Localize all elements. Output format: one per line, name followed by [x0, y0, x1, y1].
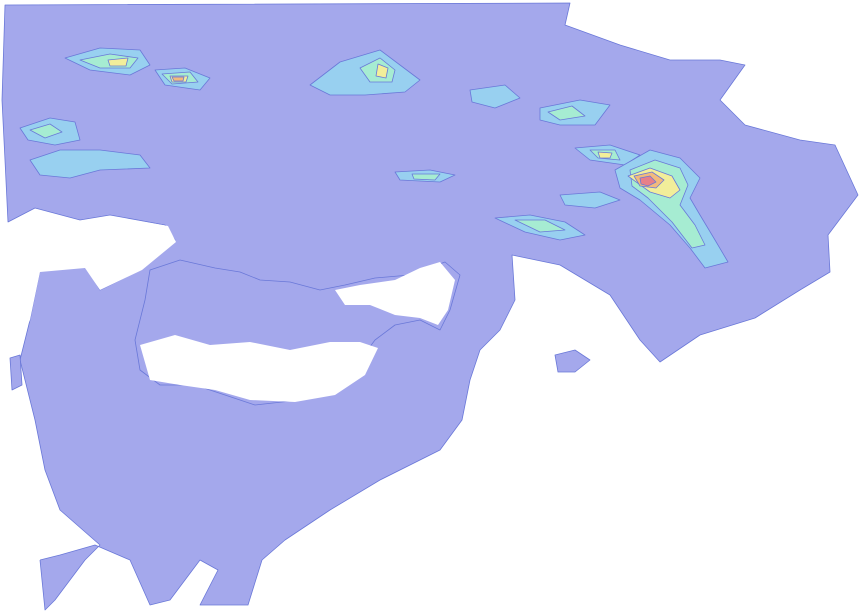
contour-core-ribbon — [514, 219, 566, 233]
contour-band-east-1 — [469, 84, 521, 109]
no-data-coast-south — [0, 430, 48, 570]
contour-core-central — [411, 173, 441, 181]
contour-region-island-west — [9, 354, 23, 391]
no-data-gap-west — [5, 210, 176, 340]
contour-band-west-2 — [29, 149, 151, 179]
contour-core-east-1 — [547, 105, 586, 121]
contour-region-island-south — [554, 349, 591, 373]
contour-core-west — [29, 123, 63, 139]
contour-peak-north-1 — [107, 57, 129, 67]
contour-level-6 — [639, 175, 657, 187]
no-data-inlet — [140, 335, 378, 402]
no-data-bay — [335, 262, 455, 325]
contour-max-southeast — [639, 175, 657, 187]
no-data-areas — [0, 210, 455, 570]
contour-peak-north-3 — [375, 63, 389, 79]
contour-band-ribbon-2 — [559, 191, 621, 209]
contour-high-north — [171, 76, 185, 82]
contour-peak-east — [597, 151, 613, 159]
